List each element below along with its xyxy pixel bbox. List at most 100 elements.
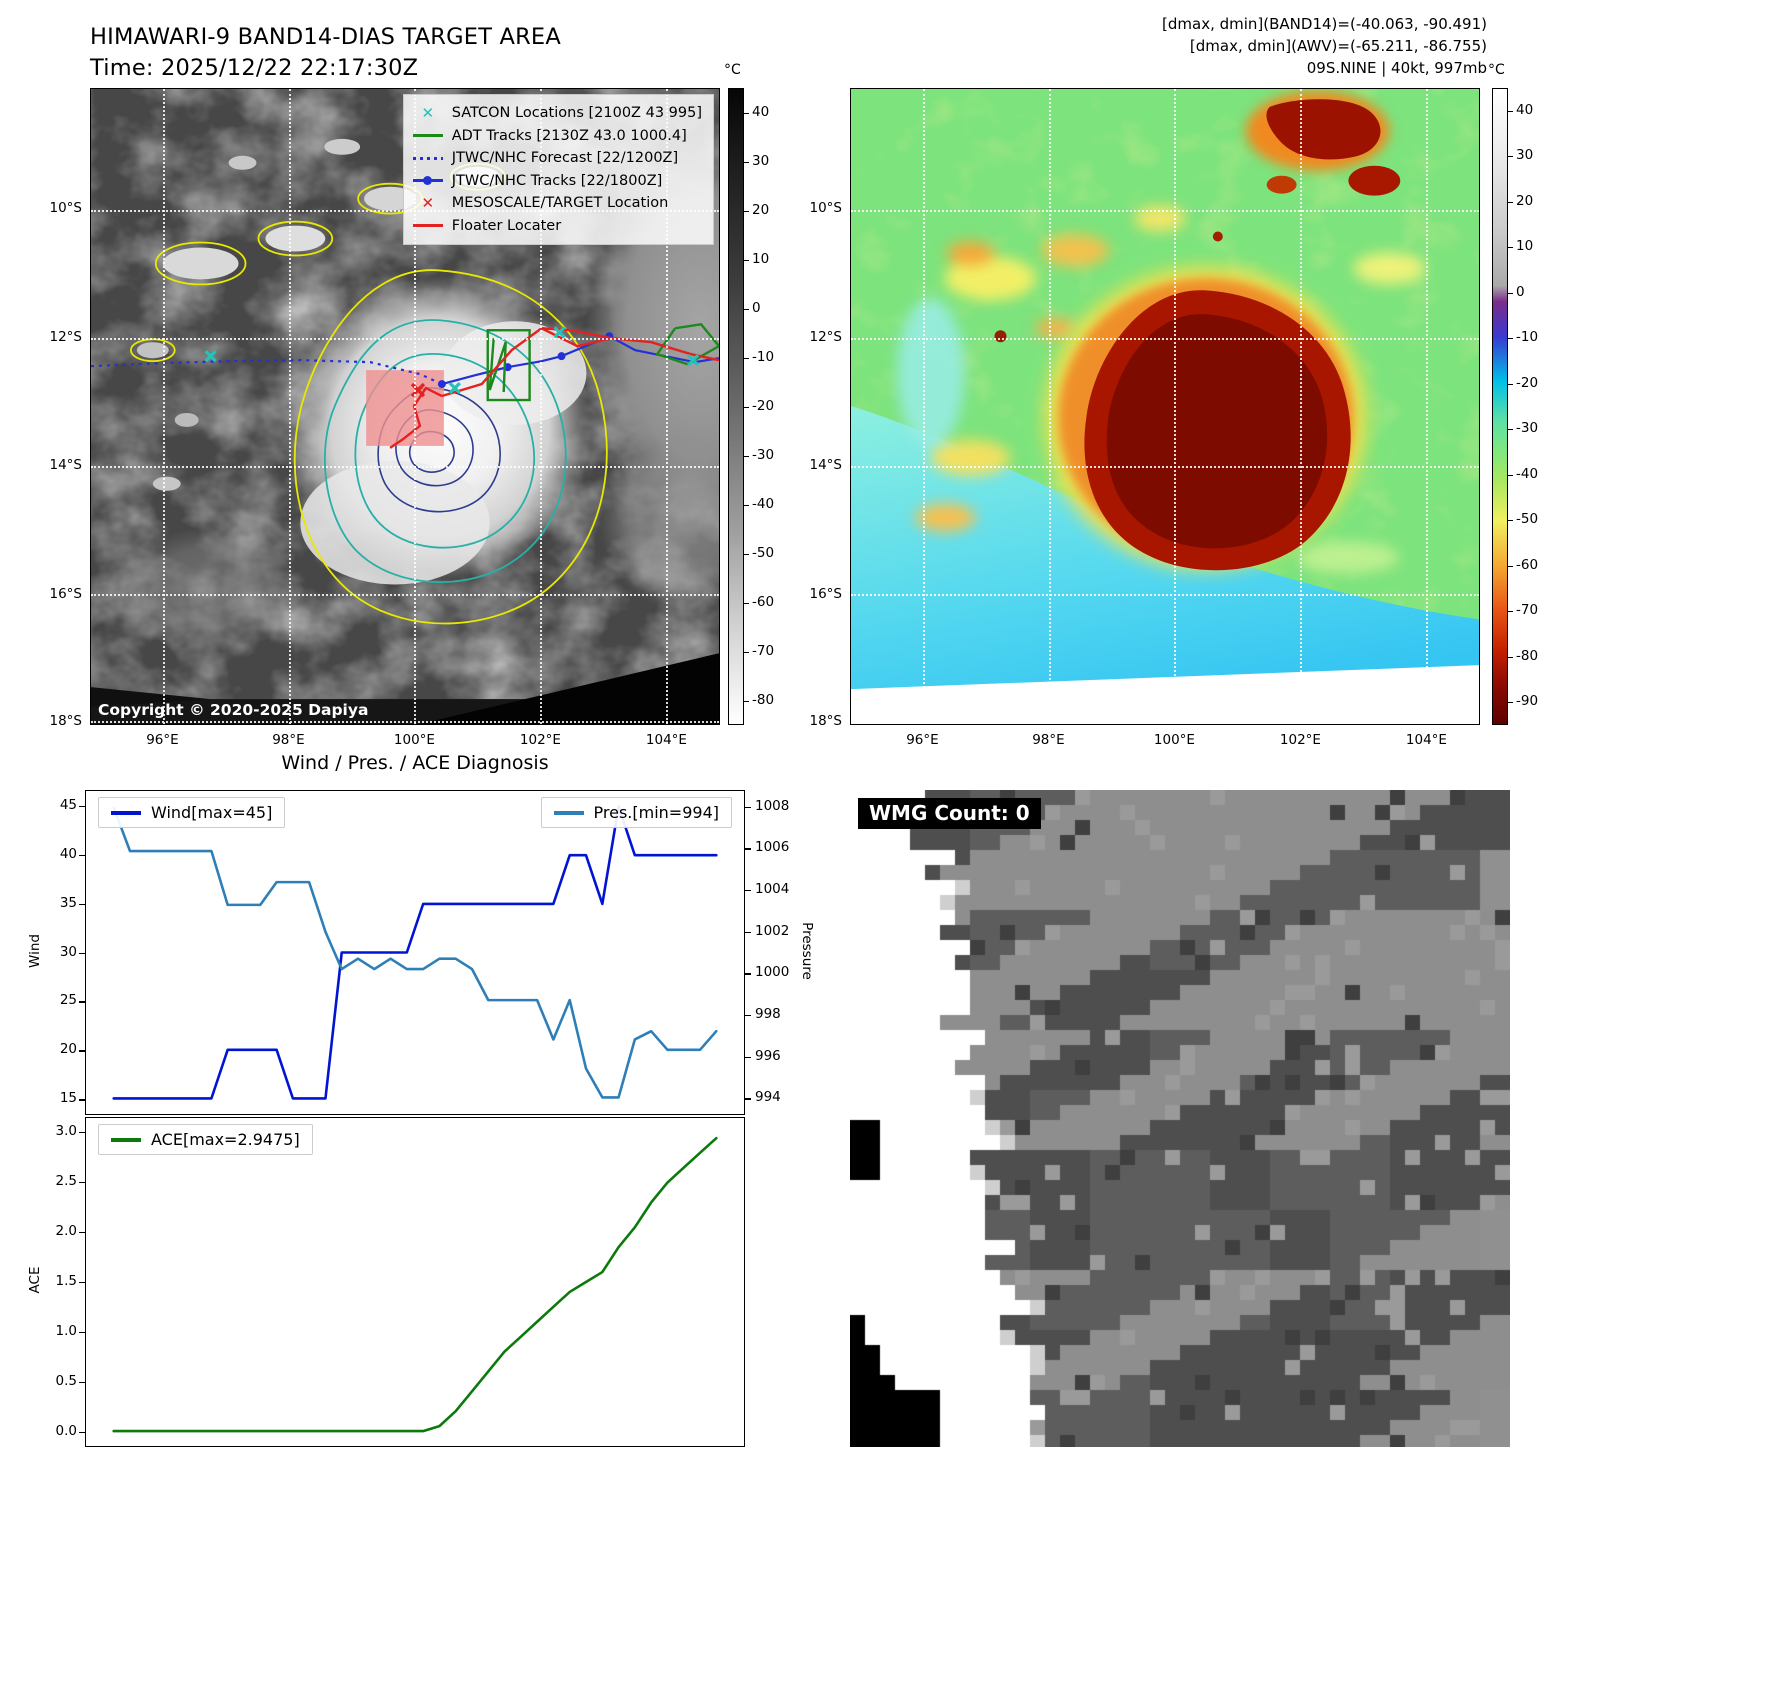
y2-tick xyxy=(745,1098,751,1100)
legend-label: ADT Tracks [2130Z 43.0 1000.4] xyxy=(451,127,687,144)
grid-line-lat xyxy=(91,720,719,723)
y-tick-label: 0.0 xyxy=(55,1423,77,1439)
awv-header-line3: 09S.NINE | 40kt, 997mb xyxy=(1306,58,1487,77)
line-marker-icon xyxy=(412,174,443,188)
colorbar-tick-label: -60 xyxy=(1516,556,1539,573)
awv-header-line2: [dmax, dmin](AWV)=(-65.211, -86.755) xyxy=(1189,36,1487,55)
lat-tick-label: 10°S xyxy=(809,200,843,217)
y2-tick-label: 1000 xyxy=(755,964,790,981)
lon-tick-label: 100°E xyxy=(393,732,435,748)
y-tick-label: 1.5 xyxy=(55,1273,77,1289)
colorbar-tick-label: -10 xyxy=(1516,329,1539,346)
band14-title: HIMAWARI-9 BAND14-DIAS TARGET AREA xyxy=(90,24,561,50)
grid-line-lat xyxy=(91,594,719,597)
colorbar-tick xyxy=(1508,156,1513,158)
y-tick xyxy=(79,1001,85,1003)
legend-label: Floater Locater xyxy=(451,217,562,234)
colorbar-tick xyxy=(744,161,749,163)
chart-legend: ACE[max=2.9475] xyxy=(98,1124,313,1155)
legend-label: MESOSCALE/TARGET Location xyxy=(451,195,669,212)
y-tick-label: 2.5 xyxy=(55,1173,77,1189)
y-tick xyxy=(79,952,85,954)
lon-tick-label: 104°E xyxy=(1405,732,1447,748)
lon-tick-label: 104°E xyxy=(645,732,687,748)
colorbar-tick-label: -30 xyxy=(1516,420,1539,437)
lat-tick-label: 14°S xyxy=(809,457,843,474)
mesoscale-target-marker xyxy=(410,382,426,398)
colorbar-tick xyxy=(744,112,749,114)
grid-line-lat xyxy=(851,594,1479,597)
y2-tick xyxy=(745,1015,751,1017)
series-line-pres xyxy=(112,806,718,1099)
y2-tick-label: 1006 xyxy=(755,839,790,856)
y2-tick xyxy=(745,890,751,892)
colorbar-tick-label: -50 xyxy=(752,544,775,561)
lon-tick-label: 96°E xyxy=(906,732,939,748)
y-tick-label: 40 xyxy=(59,845,77,862)
colorbar-tick-label: 0 xyxy=(752,299,761,316)
lon-tick-label: 100°E xyxy=(1153,732,1195,748)
colorbar-tick-label: -90 xyxy=(1516,693,1539,710)
awv-satellite-image xyxy=(851,89,1479,724)
y-tick xyxy=(79,1282,85,1284)
lat-tick-label: 18°S xyxy=(49,712,83,729)
moisture-band xyxy=(851,406,1479,724)
colorbar-tick-label: -50 xyxy=(1516,511,1539,528)
colorbar-tick xyxy=(744,406,749,408)
colorbar xyxy=(1492,88,1508,725)
legend-line-sample xyxy=(111,810,141,815)
y-tick xyxy=(79,1182,85,1184)
wmg-panel: WMG Count: 0 xyxy=(850,790,1510,1447)
band14-map: ✕ SATCON Locations [2100Z 43 995] ADT Trac… xyxy=(90,88,720,725)
colorbar-tick xyxy=(744,455,749,457)
awv-header: [dmax, dmin](BAND14)=(-40.063, -90.491) … xyxy=(1162,14,1487,79)
diagnosis-title: Wind / Pres. / ACE Diagnosis xyxy=(281,752,549,774)
colorbar-tick xyxy=(1508,110,1513,112)
legend-line-sample xyxy=(553,810,584,815)
colorbar-tick-label: 40 xyxy=(1516,101,1534,118)
grid-line-lon xyxy=(923,89,926,724)
floater-track xyxy=(389,327,719,449)
colorbar-tick-label: 10 xyxy=(1516,238,1534,255)
legend-text: Pres.[min=994] xyxy=(593,803,719,822)
storm-cold-core xyxy=(1044,266,1368,571)
y2-tick-label: 1002 xyxy=(755,922,790,939)
lat-tick-label: 12°S xyxy=(809,328,843,345)
legend-text: Wind[max=45] xyxy=(151,803,273,822)
y2-tick-label: 994 xyxy=(755,1089,781,1106)
grid-line-lon xyxy=(1300,89,1303,724)
y-tick xyxy=(79,805,85,808)
colorbar-tick xyxy=(744,602,749,604)
colorbar-tick xyxy=(1508,338,1513,340)
colorbar-tick xyxy=(1508,611,1513,613)
y-tick-label: 2.0 xyxy=(55,1223,77,1239)
lon-tick-label: 102°E xyxy=(519,732,561,748)
y-axis-title: ACE xyxy=(27,1266,43,1294)
y-tick-label: 25 xyxy=(59,992,77,1009)
grid-line-lat xyxy=(851,720,1479,723)
y2-tick-label: 1004 xyxy=(755,881,790,897)
chart-legend: Wind[max=45] xyxy=(98,797,286,828)
colorbar-tick-label: 20 xyxy=(752,201,770,218)
grid-line-lat xyxy=(851,209,1479,212)
lat-tick-label: 18°S xyxy=(809,712,843,729)
legend-label: JTWC/NHC Forecast [22/1200Z] xyxy=(451,150,679,167)
chart-canvas xyxy=(112,1136,718,1433)
colorbar-tick-label: -40 xyxy=(1516,465,1539,482)
colorbar-tick-label: -70 xyxy=(752,642,775,659)
grid-line-lon xyxy=(540,89,543,724)
colorbar-tick-label: -30 xyxy=(752,446,775,463)
bottom-dark-band xyxy=(91,653,719,724)
grid-line-lon xyxy=(1174,89,1177,724)
colorbar-tick xyxy=(744,357,749,359)
y-tick xyxy=(79,1232,85,1234)
legend-item: ADT Tracks [2130Z 43.0 1000.4] xyxy=(412,125,702,148)
y2-tick xyxy=(745,1056,751,1059)
y-tick-label: 20 xyxy=(59,1041,77,1058)
colorbar-tick xyxy=(744,259,749,261)
colorbar-tick-label: -40 xyxy=(752,495,775,512)
colorbar-tick-label: 30 xyxy=(752,152,770,169)
lon-tick-label: 98°E xyxy=(272,732,305,748)
colorbar-tick-label: 20 xyxy=(1516,192,1534,209)
colorbar-tick xyxy=(1508,656,1513,658)
